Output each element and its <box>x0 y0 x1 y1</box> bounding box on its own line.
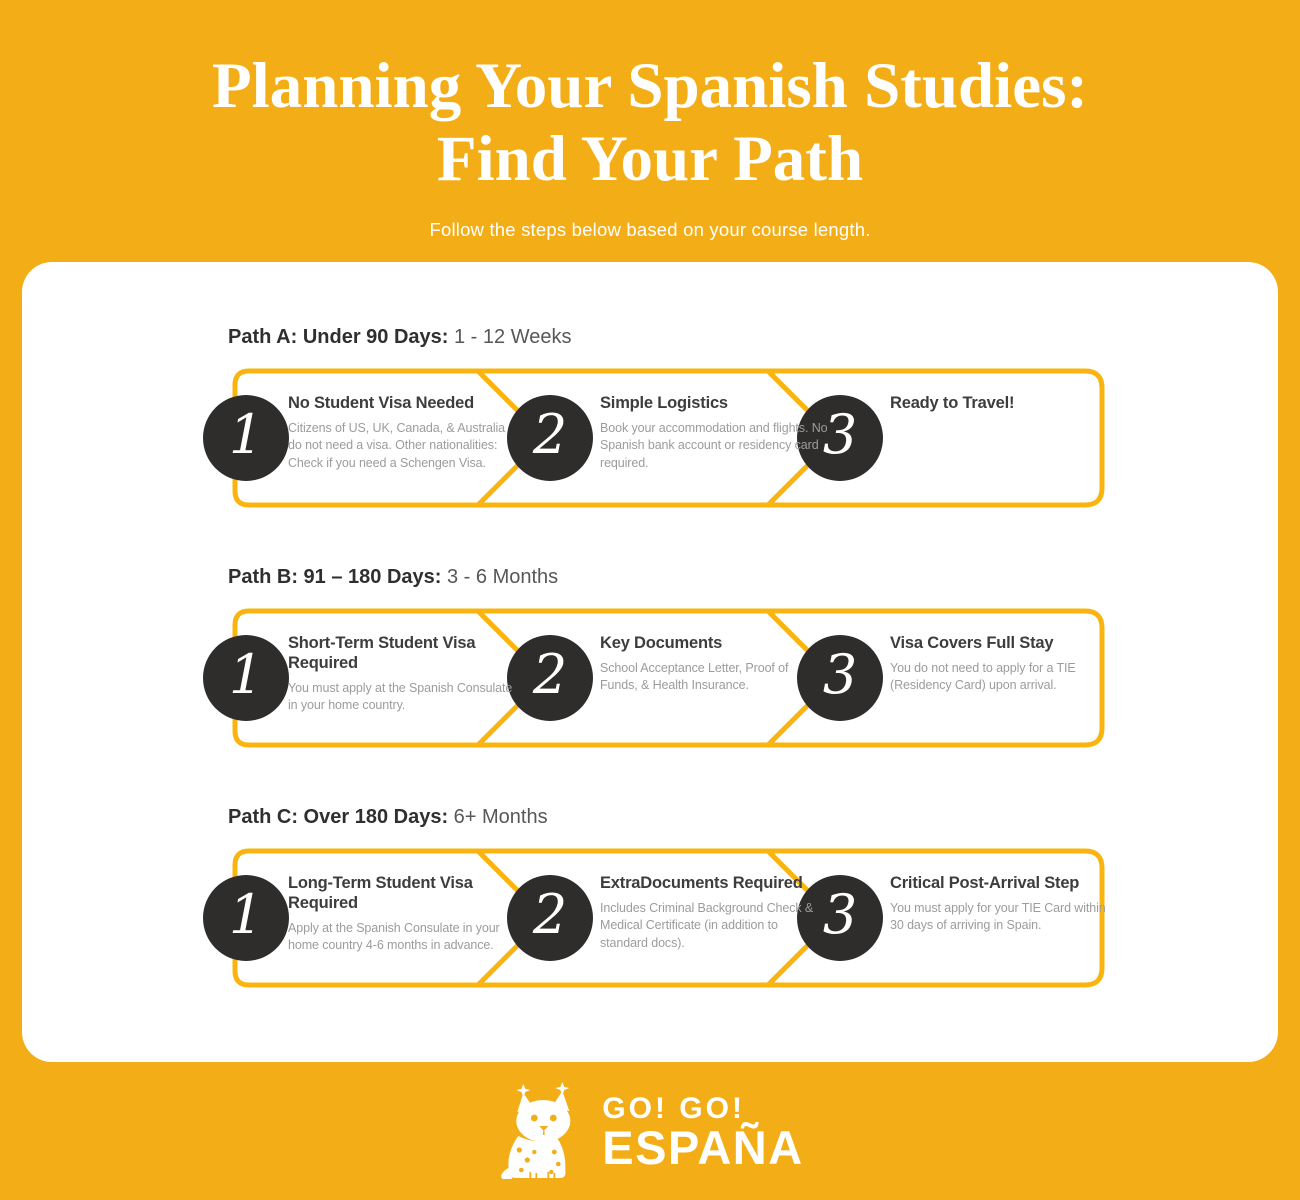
path-c-heading: Path C: Over 180 Days: 6+ Months <box>228 806 548 829</box>
brand-logo-text: GO! GO! ESPAÑA <box>602 1091 804 1174</box>
path-a-heading: Path A: Under 90 Days: 1 - 12 Weeks <box>228 326 571 349</box>
step-title: Key Documents <box>600 634 723 652</box>
step-title: No Student Visa Needed <box>288 394 475 412</box>
step-body: School Acceptance Letter, Proof of Funds… <box>600 660 789 693</box>
path-b-heading-bold: Path B: 91 – 180 Days: <box>228 566 442 588</box>
step-number-badge: 3 <box>797 395 883 481</box>
path-a-step-3: Ready to Travel! <box>890 394 1118 420</box>
path-b-flow-row: 1 2 3 Short-Term Student Visa Required Y… <box>203 608 1105 748</box>
step-title: Simple Logistics <box>600 394 728 412</box>
step-number-badge: 1 <box>203 395 289 481</box>
brand-logo-line2: ESPAÑA <box>602 1120 804 1174</box>
path-b-heading: Path B: 91 – 180 Days: 3 - 6 Months <box>228 566 558 589</box>
step-number-badge: 2 <box>507 395 593 481</box>
path-a-flow-row: 1 2 3 No Student Visa Needed Citizens of… <box>203 368 1105 508</box>
path-c-step-3: Critical Post-Arrival Step You must appl… <box>890 874 1118 935</box>
step-body: Includes Criminal Background Check & Med… <box>600 900 814 950</box>
path-a-heading-light: 1 - 12 Weeks <box>448 326 572 348</box>
step-body: Apply at the Spanish Consulate in your h… <box>288 920 500 953</box>
step-body: Book your accommodation and flights. No … <box>600 420 828 470</box>
brand-logo: GO! GO! ESPAÑA <box>496 1082 803 1182</box>
path-a-heading-bold: Path A: Under 90 Days: <box>228 326 449 348</box>
path-c-step-2: ExtraDocuments Required Includes Crimina… <box>600 874 828 952</box>
path-c-heading-bold: Path C: Over 180 Days: <box>228 806 449 828</box>
step-body: Citizens of US, UK, Canada, & Australia … <box>288 420 506 470</box>
step-title: Ready to Travel! <box>890 394 1015 412</box>
path-c-step-1: Long-Term Student Visa Required Apply at… <box>288 874 516 955</box>
path-c-flow-row: 1 2 3 Long-Term Student Visa Required Ap… <box>203 848 1106 988</box>
path-a-step-1: No Student Visa Needed Citizens of US, U… <box>288 394 516 472</box>
page-title-line2: Find Your Path <box>436 123 864 196</box>
page-title: Planning Your Spanish Studies: Find Your… <box>0 50 1300 197</box>
page-title-line1: Planning Your Spanish Studies: <box>211 50 1089 122</box>
step-title: Critical Post-Arrival Step <box>890 874 1080 892</box>
step-body: You do not need to apply for a TIE (Resi… <box>890 660 1076 693</box>
step-title: ExtraDocuments Required <box>600 874 803 892</box>
step-number-badge: 3 <box>797 635 883 721</box>
step-number-badge: 2 <box>507 875 593 961</box>
path-b-heading-light: 3 - 6 Months <box>441 566 559 588</box>
step-title: Visa Covers Full Stay <box>890 634 1054 652</box>
step-body: You must apply for your TIE Card within … <box>890 900 1106 933</box>
path-b-step-2: Key Documents School Acceptance Letter, … <box>600 634 828 695</box>
step-number-badge: 1 <box>203 635 289 721</box>
step-number-badge: 2 <box>507 635 593 721</box>
step-title: Short-Term Student Visa Required <box>288 634 476 672</box>
step-number-badge: 1 <box>203 875 289 961</box>
path-c-heading-light: 6+ Months <box>448 806 548 828</box>
brand-logo-line1: GO! GO! <box>602 1091 745 1125</box>
step-title: Long-Term Student Visa Required <box>288 874 473 912</box>
path-a-step-2: Simple Logistics Book your accommodation… <box>600 394 828 472</box>
step-number-badge: 3 <box>797 875 883 961</box>
step-body: You must apply at the Spanish Consulate … <box>288 680 513 713</box>
path-b-step-1: Short-Term Student Visa Required You mus… <box>288 634 516 715</box>
path-b-step-3: Visa Covers Full Stay You do not need to… <box>890 634 1118 695</box>
lynx-mascot-icon <box>501 1082 571 1179</box>
page-subtitle: Follow the steps below based on your cou… <box>429 219 871 240</box>
